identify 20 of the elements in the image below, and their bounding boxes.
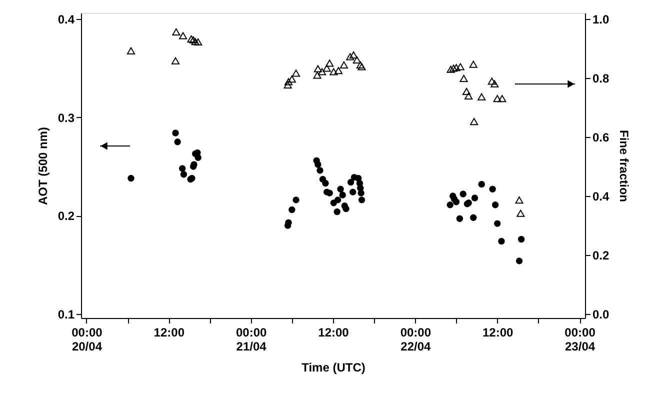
y2-axis-title: Fine fraction: [617, 130, 632, 202]
y-tick-label: 0.3: [58, 110, 75, 125]
y2-tick-label: 0.6: [592, 130, 610, 144]
x-tick-label: 00:00 20/04: [72, 326, 103, 354]
y2-tick-label: 0.2: [592, 248, 610, 262]
x-tick-label: 00:00 21/04: [236, 326, 267, 354]
x-tick-label: 12:00: [154, 326, 185, 340]
y2-tick-label: 0.8: [592, 71, 610, 86]
x-tick-label: 00:00 23/04: [564, 326, 596, 354]
y2-tick-label: 0.4: [592, 189, 610, 204]
y2-tick-label: 1.0: [592, 12, 610, 26]
y-tick-label: 0.2: [58, 209, 75, 224]
y-axis-title: AOT (500 nm): [36, 126, 50, 206]
x-tick-label: 00:00 22/04: [400, 326, 432, 354]
y-tick-label: 0.4: [58, 12, 75, 26]
x-tick-label: 12:00: [482, 326, 514, 340]
x-tick-label: 12:00: [318, 326, 350, 340]
y2-tick-label: 0.0: [592, 307, 610, 322]
y-tick-label: 0.1: [58, 308, 75, 322]
x-axis-title: Time (UTC): [302, 360, 366, 374]
